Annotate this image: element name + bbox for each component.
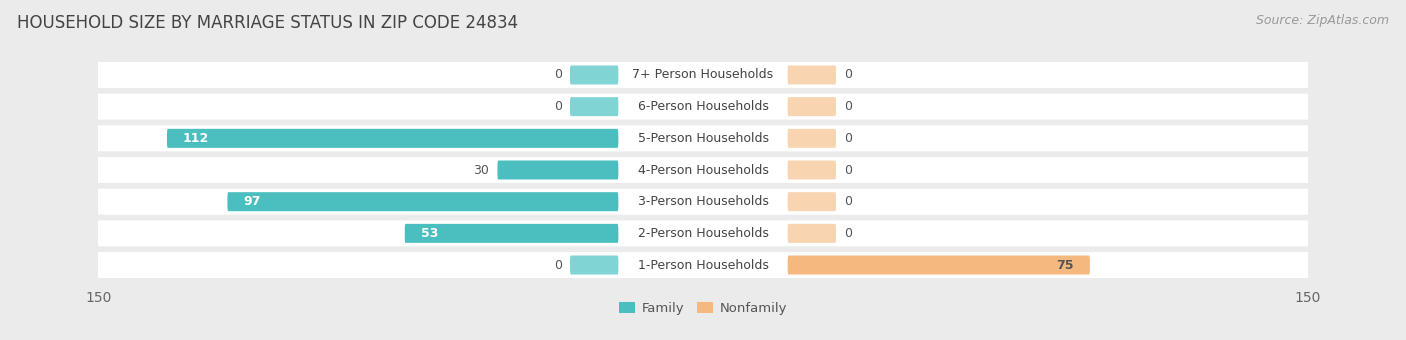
Text: 0: 0	[844, 132, 852, 145]
Text: 0: 0	[554, 100, 562, 113]
Text: 0: 0	[554, 68, 562, 82]
Text: 7+ Person Households: 7+ Person Households	[633, 68, 773, 82]
Text: 0: 0	[844, 195, 852, 208]
Text: 4-Person Households: 4-Person Households	[637, 164, 769, 176]
FancyBboxPatch shape	[787, 97, 837, 116]
Text: 5-Person Households: 5-Person Households	[637, 132, 769, 145]
FancyBboxPatch shape	[90, 252, 1316, 278]
Text: 0: 0	[844, 68, 852, 82]
FancyBboxPatch shape	[90, 125, 1316, 151]
Text: 0: 0	[844, 164, 852, 176]
FancyBboxPatch shape	[787, 129, 837, 148]
FancyBboxPatch shape	[90, 157, 1316, 183]
FancyBboxPatch shape	[228, 192, 619, 211]
FancyBboxPatch shape	[167, 129, 619, 148]
Text: 53: 53	[420, 227, 439, 240]
Text: 112: 112	[183, 132, 209, 145]
FancyBboxPatch shape	[90, 220, 1316, 246]
Text: 0: 0	[554, 258, 562, 272]
FancyBboxPatch shape	[569, 256, 619, 274]
Text: 97: 97	[243, 195, 262, 208]
Text: 1-Person Households: 1-Person Households	[637, 258, 769, 272]
Text: Source: ZipAtlas.com: Source: ZipAtlas.com	[1256, 14, 1389, 27]
Text: 2-Person Households: 2-Person Households	[637, 227, 769, 240]
Text: HOUSEHOLD SIZE BY MARRIAGE STATUS IN ZIP CODE 24834: HOUSEHOLD SIZE BY MARRIAGE STATUS IN ZIP…	[17, 14, 517, 32]
Legend: Family, Nonfamily: Family, Nonfamily	[613, 297, 793, 321]
FancyBboxPatch shape	[90, 94, 1316, 120]
FancyBboxPatch shape	[90, 62, 1316, 88]
Text: 3-Person Households: 3-Person Households	[637, 195, 769, 208]
FancyBboxPatch shape	[787, 224, 837, 243]
FancyBboxPatch shape	[405, 224, 619, 243]
FancyBboxPatch shape	[498, 160, 619, 180]
FancyBboxPatch shape	[787, 66, 837, 84]
FancyBboxPatch shape	[569, 66, 619, 84]
FancyBboxPatch shape	[787, 192, 837, 211]
Text: 0: 0	[844, 227, 852, 240]
FancyBboxPatch shape	[569, 97, 619, 116]
FancyBboxPatch shape	[787, 256, 1090, 274]
Text: 30: 30	[474, 164, 489, 176]
Text: 75: 75	[1056, 258, 1074, 272]
FancyBboxPatch shape	[90, 189, 1316, 215]
FancyBboxPatch shape	[787, 160, 837, 180]
Text: 0: 0	[844, 100, 852, 113]
Text: 6-Person Households: 6-Person Households	[637, 100, 769, 113]
